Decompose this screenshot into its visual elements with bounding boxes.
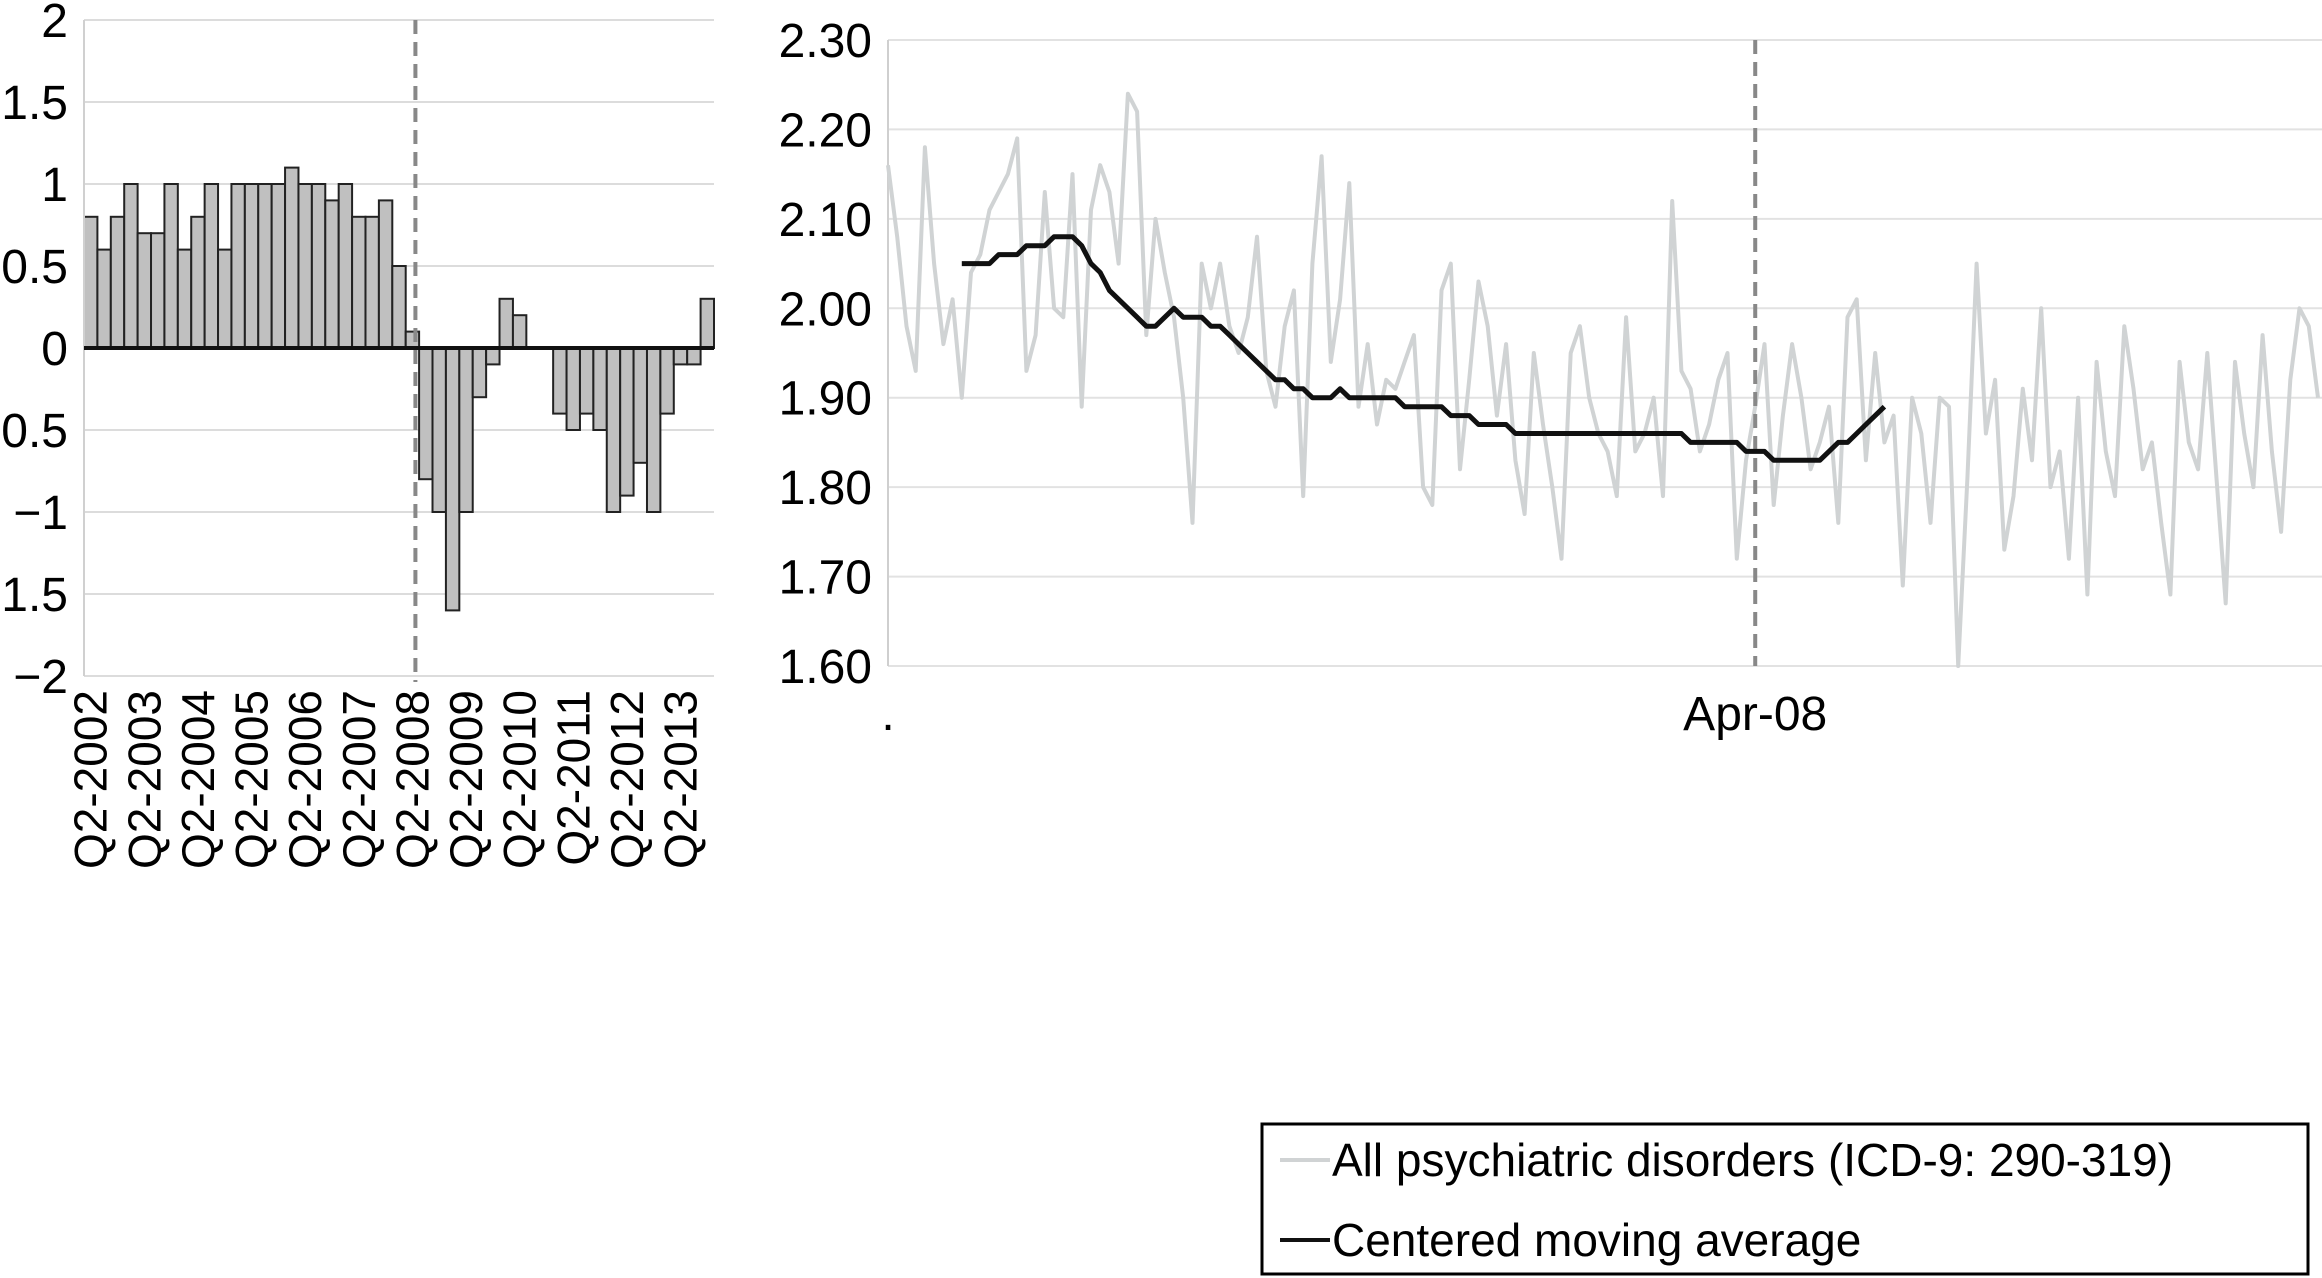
bar-y-tick-label: 0 [41,323,68,376]
bar-y-tick-label: −0.5 [0,405,68,458]
bar [672,347,689,366]
line-y-tick-label: 2.20 [779,104,872,157]
bar [418,347,434,481]
bar [163,183,179,349]
bar-x-tick-label: Q2-2006 [279,690,331,869]
bar [190,215,206,349]
bar-x-tick-label: Q2-2009 [440,690,492,869]
bar-x-tick-label: Q2-2013 [654,690,706,869]
bar-x-tick-label: Q2-2003 [118,690,170,869]
bar [109,215,126,349]
bar [96,248,112,350]
bar [458,347,474,513]
bar-x-tick-label: Q2-2008 [386,690,438,869]
line-y-tick-label: 1.80 [779,462,872,515]
legend-label-psychiatric: All psychiatric disorders (ICD-9: 290-31… [1332,1134,2173,1186]
bar-y-tick-label: −1.5 [0,569,68,622]
bar [203,183,220,349]
bar [123,183,139,349]
bar-x-tick-label: Q2-2005 [226,690,278,869]
line-y-tick-label: 1.70 [779,552,872,605]
line-y-tick-label: 2.30 [779,15,872,68]
bar [324,199,340,349]
bar [230,183,246,349]
bar [592,347,608,431]
line-y-tick-label: 1.60 [779,641,872,694]
bar-y-tick-label: 1 [41,159,68,212]
bar [176,248,193,350]
bar [217,248,233,350]
bar [565,347,581,431]
line-chart: 2.30 2.20 2.10 2.00 1.90 1.80 1.70 1.60 . Apr-08… [779,15,2322,1276]
bar-y-tick-label: −1 [13,487,68,540]
bar [471,347,488,399]
bar [645,347,662,513]
line-y-tick-label: 1.90 [779,373,872,426]
bar [257,183,273,349]
series-centered-moving-average [961,234,1887,463]
bar [297,183,313,349]
bar [605,347,622,513]
bar [686,347,702,366]
bar-x-tick-label: Q2-2011 [547,690,599,866]
bar-y-tick-label: 2 [41,0,68,48]
bar-x-tick-label: Q2-2010 [494,690,546,869]
bar-x-tick-label: Q2-2002 [65,690,117,869]
bar-x-tick-label: Q2-2004 [172,690,224,869]
bar [83,215,99,349]
bar-x-tick-label: Q2-2007 [333,690,385,869]
line-chart-legend: All psychiatric disorders (ICD-9: 290-31… [1260,1122,2310,1276]
bar [243,183,260,349]
bar [444,347,461,612]
bar [485,347,501,366]
bar [337,183,354,349]
line-chart-y-axis: 2.30 2.20 2.10 2.00 1.90 1.80 1.70 1.60 [779,15,872,694]
bar [150,232,166,349]
bar [364,215,380,349]
bar [659,347,675,415]
bar [699,297,716,349]
bar [552,347,568,415]
bar-chart-y-axis: 2 1.5 1 0.5 0 −0.5 −1 −1.5 −2 [0,0,68,704]
bar [270,183,287,349]
line-chart-x-axis: . Apr-08 [881,688,1827,741]
line-y-tick-label: 2.00 [779,283,872,336]
legend-label-moving-average: Centered moving average [1332,1214,1861,1266]
bar [431,347,447,513]
line-y-tick-label: 2.10 [779,194,872,247]
bar [310,183,327,349]
bar-x-tick-label: Q2-2012 [601,690,653,869]
bar-chart-axes [83,20,714,682]
bar [632,347,648,464]
bar-y-tick-label: 0.5 [1,241,68,294]
line-x-tick-label: . [881,688,894,741]
series-psychiatric-disorders [886,91,2320,668]
bar [578,347,595,415]
bar [284,166,300,349]
bar [391,265,407,349]
bar [619,347,635,497]
line-chart-gridlines [887,39,2322,667]
bar-chart-x-axis: Q2-2002 Q2-2003 Q2-2004 Q2-2005 Q2-2006 Q2-20… [65,690,707,869]
bar [351,215,367,349]
legend-box [1260,1122,2310,1276]
line-x-tick-label: Apr-08 [1683,688,1827,741]
bar-y-tick-label: 1.5 [1,77,68,130]
bar [136,232,153,349]
bar [511,314,528,350]
bar [377,199,394,349]
line-chart-series [886,40,2320,668]
bar-chart: 21.510.50−0.5−1−1.5−2 Q2-2002Q2-2003Q2-2… [0,0,716,869]
bar-y-tick-label: −2 [13,651,68,704]
bar [498,297,514,349]
bar-chart-bars [83,166,716,612]
